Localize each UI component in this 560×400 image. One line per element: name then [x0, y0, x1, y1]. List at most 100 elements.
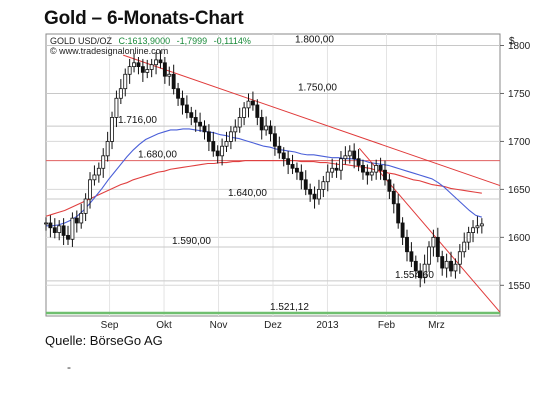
candle-body: [396, 203, 401, 224]
footer-dash: -: [67, 360, 71, 374]
candle-body: [79, 212, 84, 224]
info-close: C:1613,9000: [119, 36, 171, 46]
info-website: © www.tradesignalonline.com: [50, 46, 168, 56]
y-tick-label: 1800: [508, 41, 531, 52]
candle-body: [343, 155, 348, 160]
candle-body: [259, 117, 264, 131]
candle-body: [325, 171, 330, 183]
candle-body: [294, 167, 299, 173]
candle-body: [145, 69, 150, 73]
candle-body: [250, 100, 255, 106]
sma-red-line: [45, 160, 482, 217]
candle-body: [334, 167, 339, 171]
candle-body: [220, 145, 225, 157]
candle-body: [356, 158, 361, 166]
candle-body: [224, 141, 229, 147]
candle-body: [211, 141, 216, 152]
y-tick-label: 1650: [508, 185, 531, 196]
candle-body: [435, 236, 440, 257]
level-labels: 1.800,00 1.750,00 1.716,00 1.680,00 1.640,00…: [118, 35, 434, 313]
candle-body: [246, 100, 251, 109]
candle-body: [215, 150, 220, 157]
candle-body: [405, 236, 409, 253]
x-tick-label: Mrz: [428, 320, 445, 331]
candle-body: [66, 235, 70, 240]
candle-body: [365, 171, 370, 176]
candle-body: [127, 66, 132, 75]
level-label: 1.640,00: [228, 188, 267, 199]
chart-info-line: GOLD USD/OZ C:1613,9000 -1,7999 -0,1114%: [50, 36, 251, 46]
candle-body: [303, 179, 308, 190]
level-label: 1.590,00: [172, 236, 211, 247]
sma-blue-line: [46, 128, 483, 227]
candle-body: [176, 88, 181, 99]
candle-body: [70, 217, 75, 240]
candle-body: [321, 181, 326, 190]
candle-body: [88, 179, 92, 200]
candle-body: [184, 104, 189, 114]
candle-body: [347, 150, 352, 157]
candle-body: [114, 97, 119, 118]
candle-body: [171, 73, 176, 90]
candle-body: [105, 141, 110, 157]
candle-body: [242, 107, 247, 118]
candle-body: [479, 223, 484, 227]
y-tick-label: 1600: [508, 233, 531, 244]
candle-body: [101, 155, 106, 169]
candle-body: [290, 164, 295, 169]
candle-body: [74, 217, 79, 224]
level-label: 1.680,00: [138, 150, 177, 161]
candle-body: [457, 251, 462, 265]
candle-body: [48, 222, 53, 229]
candle-body: [339, 158, 343, 171]
candle-body: [400, 222, 405, 238]
y-tick-label: 1750: [508, 89, 531, 100]
candle-body: [118, 88, 123, 99]
candle-body: [471, 227, 475, 233]
x-tick-label: Sep: [101, 320, 119, 331]
candle-body: [299, 171, 304, 181]
candle-body: [154, 59, 159, 66]
candle-body: [228, 131, 233, 142]
chart-title: Gold – 6-Monats-Chart: [44, 8, 244, 29]
candle-body: [272, 133, 277, 147]
level-label: 1.800,00: [295, 35, 334, 46]
candle-body: [167, 73, 172, 77]
candle-body: [110, 117, 114, 142]
candle-body: [286, 158, 291, 165]
candle-body: [264, 125, 269, 131]
candle-body: [61, 225, 66, 236]
level-label: 1.750,00: [298, 82, 337, 93]
candle-body: [422, 263, 427, 279]
candle-body: [466, 232, 471, 243]
candle-body: [475, 225, 480, 229]
candle-body: [352, 150, 357, 160]
candle-body: [449, 260, 453, 272]
candle-body: [237, 117, 242, 128]
candle-body: [444, 260, 449, 269]
level-label: 1.521,12: [270, 302, 309, 313]
candle-body: [369, 171, 374, 176]
candle-body: [189, 112, 194, 118]
candle-body: [391, 190, 396, 205]
candle-body: [149, 64, 154, 70]
candle-body: [140, 66, 145, 73]
y-axis-ticks: 1550 1600 1650 1700 1750 1800: [500, 41, 531, 292]
candle-body: [409, 251, 414, 262]
candle-body: [198, 121, 203, 127]
source-note: Quelle: BörseGo AG: [45, 333, 163, 348]
candle-body: [92, 174, 97, 181]
candle-body: [361, 165, 365, 173]
candle-body: [123, 73, 128, 90]
candle-body: [202, 125, 207, 133]
x-axis-ticks: Sep Okt Nov Dez 2013 Feb Mrz: [101, 320, 445, 331]
candle-body: [440, 256, 445, 269]
info-symbol: GOLD USD/OZ: [50, 36, 113, 46]
candle-body: [132, 62, 136, 68]
candle-body: [453, 263, 458, 272]
info-change-pct: -0,1114%: [214, 36, 251, 46]
x-tick-label: Feb: [378, 320, 396, 331]
candle-body: [44, 222, 48, 225]
level-label: 1.716,00: [118, 115, 157, 126]
candle-body: [281, 152, 286, 160]
